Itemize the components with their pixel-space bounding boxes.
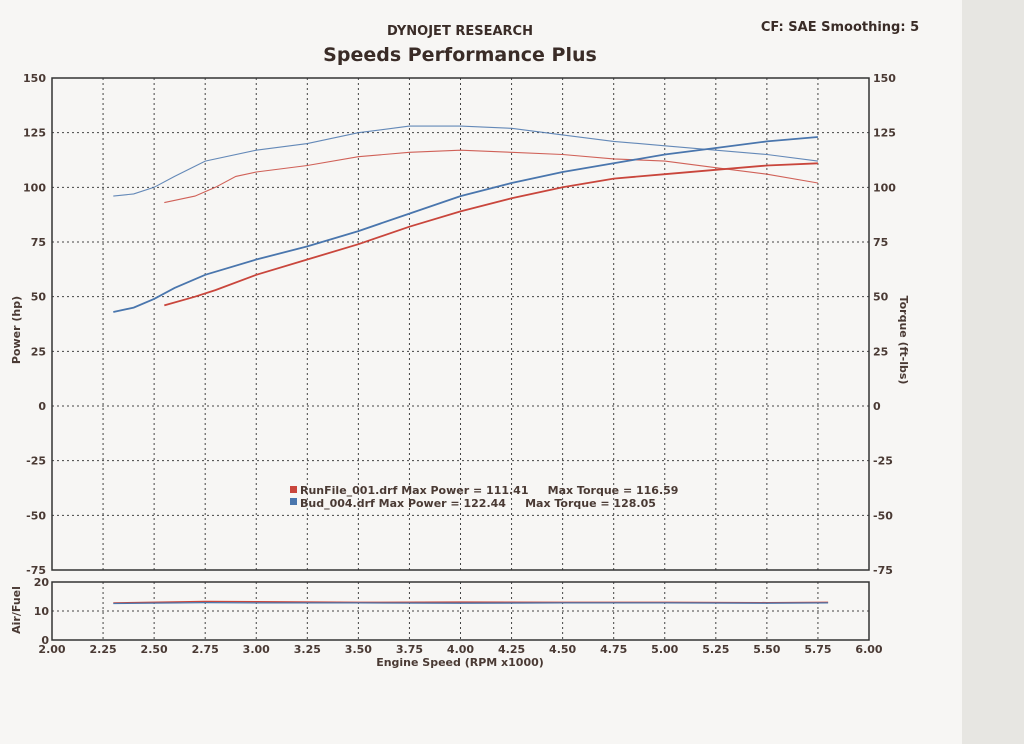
x-tick-label: 3.50	[345, 643, 372, 656]
x-tick-label: 5.50	[753, 643, 780, 656]
y-tick-label-left: 75	[31, 236, 46, 249]
x-tick-label: 4.50	[549, 643, 576, 656]
x-tick-label: 2.75	[192, 643, 219, 656]
y-tick-label-right: 0	[873, 400, 881, 413]
legend-swatch-bud	[290, 498, 297, 505]
y-tick-label-right: 150	[873, 72, 896, 85]
bud-torque-curve	[113, 125, 818, 197]
legend: RunFile_001.drf Max Power = 111.41 Max T…	[290, 484, 678, 510]
y-tick-label-right: 100	[873, 181, 896, 194]
runfile-torque-curve	[164, 149, 818, 204]
y-tick-label-right: 125	[873, 127, 896, 140]
dyno-sheet	[0, 0, 962, 744]
tick-labels: 2.00 2.25 2.50 2.75 3.00 3.25 3.50 3.75 4.00 4.25…	[23, 72, 896, 656]
correction-settings: CF: SAE Smoothing: 5	[760, 20, 920, 35]
x-axis-label: Engine Speed (RPM x1000)	[376, 656, 544, 669]
x-tick-label: 3.75	[396, 643, 423, 656]
x-tick-label: 6.00	[855, 643, 882, 656]
y-tick-label-right: -50	[873, 509, 893, 522]
af-tick-label: 0	[41, 634, 49, 647]
x-tick-label: 5.75	[804, 643, 831, 656]
y-tick-label-right: 25	[873, 345, 888, 358]
bud-air-fuel-curve	[113, 601, 829, 605]
x-tick-label: 4.25	[498, 643, 525, 656]
air-fuel-plot-grid	[51, 581, 870, 641]
y-tick-label-right: -25	[873, 455, 893, 468]
x-tick-label: 2.50	[141, 643, 168, 656]
y-tick-label-left: -25	[26, 455, 46, 468]
x-tick-label: 3.25	[294, 643, 321, 656]
y-tick-label-right: -75	[873, 564, 893, 577]
x-tick-label: 4.00	[447, 643, 474, 656]
main-plot-frame	[51, 77, 870, 571]
y-axis-right-label: Torque (ft-lbs)	[897, 296, 910, 385]
x-tick-label: 2.00	[38, 643, 65, 656]
y-tick-label-right: 50	[873, 291, 889, 304]
y-tick-label-left: 150	[23, 72, 46, 85]
curves-layer	[113, 125, 829, 605]
x-tick-label: 3.00	[243, 643, 270, 656]
x-tick-label: 5.00	[651, 643, 678, 656]
bud-power-curve	[113, 136, 818, 313]
af-tick-label: 10	[34, 605, 50, 618]
scanner-edge	[962, 0, 1024, 744]
legend-swatch-runfile	[290, 486, 297, 493]
x-tick-label: 2.25	[89, 643, 116, 656]
y-tick-label-left: 100	[23, 181, 46, 194]
y-tick-label-left: 0	[38, 400, 46, 413]
x-tick-label: 5.25	[702, 643, 729, 656]
organization-name: DYNOJET RESEARCH	[387, 24, 533, 39]
y-tick-label-left: 125	[23, 127, 46, 140]
runfile-power-curve	[164, 162, 818, 307]
y-tick-label-right: 75	[873, 236, 888, 249]
legend-entry-bud: Bud_004.drf Max Power = 122.44 Max Torqu…	[300, 497, 656, 510]
x-tick-label: 4.75	[600, 643, 627, 656]
af-tick-label: 20	[34, 576, 50, 589]
y-tick-label-left: -50	[26, 509, 46, 522]
y-tick-label-left: -75	[26, 564, 46, 577]
y-tick-label-left: 25	[31, 345, 46, 358]
y-tick-label-left: 50	[31, 291, 47, 304]
y-axis-left-label: Power (hp)	[10, 296, 23, 364]
air-fuel-plot-frame	[51, 581, 870, 641]
dyno-chart: 2.00 2.25 2.50 2.75 3.00 3.25 3.50 3.75 4.00 4.25…	[10, 72, 910, 669]
legend-entry-runfile: RunFile_001.drf Max Power = 111.41 Max T…	[300, 484, 678, 497]
chart-title: Speeds Performance Plus	[323, 44, 597, 66]
air-fuel-axis-label: Air/Fuel	[10, 586, 23, 634]
